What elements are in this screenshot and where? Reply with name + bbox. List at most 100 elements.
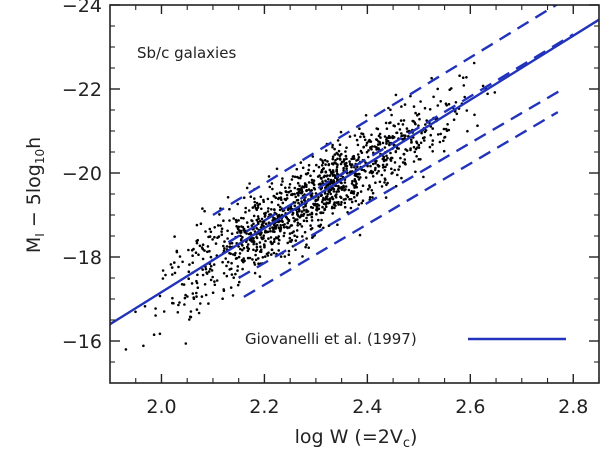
- data-point: [442, 127, 446, 131]
- data-point: [214, 242, 218, 245]
- data-point: [390, 167, 393, 171]
- data-point: [312, 183, 316, 187]
- data-point: [350, 200, 354, 204]
- data-point: [295, 235, 299, 239]
- data-point: [369, 146, 372, 149]
- data-point: [223, 240, 226, 243]
- data-point: [314, 192, 318, 195]
- data-point: [342, 186, 346, 189]
- data-point: [287, 219, 291, 223]
- data-point: [357, 203, 361, 206]
- data-point: [473, 113, 476, 117]
- data-point: [417, 124, 420, 127]
- data-point: [255, 208, 259, 212]
- data-point: [356, 143, 360, 147]
- data-point: [292, 216, 295, 220]
- data-point: [401, 123, 405, 126]
- data-point: [236, 265, 240, 268]
- data-point: [317, 224, 320, 228]
- data-point: [278, 208, 282, 212]
- data-point: [195, 291, 198, 295]
- data-point: [238, 252, 242, 255]
- data-point: [300, 186, 303, 190]
- data-point: [209, 230, 213, 234]
- data-point: [226, 237, 229, 240]
- data-point: [356, 175, 360, 179]
- data-point: [301, 166, 305, 170]
- data-point: [211, 238, 214, 241]
- data-point: [181, 260, 184, 264]
- data-point: [253, 200, 256, 204]
- data-point: [298, 216, 302, 219]
- data-point: [319, 211, 322, 214]
- data-point: [268, 185, 272, 189]
- data-point: [220, 227, 224, 230]
- data-point: [360, 201, 364, 205]
- data-point: [248, 182, 251, 185]
- data-point: [287, 208, 290, 211]
- data-point: [252, 242, 255, 246]
- data-point: [329, 188, 333, 191]
- data-point: [320, 200, 324, 204]
- data-point: [269, 229, 272, 233]
- data-point: [259, 233, 262, 237]
- data-point: [315, 163, 318, 167]
- data-point: [209, 264, 213, 268]
- data-point: [303, 230, 307, 234]
- data-point: [410, 138, 413, 142]
- data-point: [200, 295, 204, 298]
- data-point: [246, 225, 250, 229]
- data-point: [336, 157, 339, 161]
- data-point: [247, 232, 251, 236]
- data-point: [241, 244, 244, 247]
- data-point: [375, 172, 379, 175]
- data-point: [252, 248, 255, 252]
- data-point: [308, 213, 312, 216]
- data-point: [288, 240, 292, 243]
- data-point: [400, 132, 403, 135]
- data-point: [419, 100, 422, 103]
- data-point: [356, 191, 360, 195]
- data-point: [432, 95, 435, 99]
- data-point: [378, 132, 382, 136]
- data-point: [242, 246, 246, 250]
- data-point: [359, 135, 362, 139]
- data-point: [316, 175, 320, 178]
- data-point: [385, 154, 388, 158]
- data-point: [355, 193, 359, 197]
- data-point: [364, 161, 367, 164]
- data-point: [221, 260, 224, 264]
- data-point: [351, 179, 354, 183]
- data-point: [191, 254, 194, 257]
- data-point: [256, 206, 260, 209]
- data-point: [154, 307, 157, 310]
- data-point: [273, 208, 276, 212]
- data-point: [188, 263, 191, 266]
- data-point: [403, 103, 407, 106]
- data-point: [378, 142, 382, 146]
- data-point: [235, 220, 238, 224]
- data-point: [348, 135, 352, 138]
- data-point: [278, 205, 282, 209]
- x-axis-title: log W (=2Vc): [295, 426, 418, 451]
- data-point: [336, 178, 339, 181]
- data-point: [288, 186, 291, 189]
- data-point: [248, 256, 252, 260]
- data-point: [225, 245, 229, 248]
- data-point: [343, 201, 347, 205]
- data-point: [387, 134, 391, 138]
- data-point: [298, 184, 301, 188]
- data-point: [343, 205, 347, 209]
- data-point: [305, 183, 308, 187]
- data-point: [293, 234, 296, 237]
- data-point: [192, 297, 196, 301]
- data-point: [328, 174, 332, 177]
- data-point: [339, 195, 342, 199]
- data-point: [279, 196, 283, 199]
- data-point: [361, 199, 365, 202]
- data-point: [428, 145, 432, 149]
- data-point: [195, 281, 199, 285]
- data-point: [371, 196, 374, 199]
- data-point: [257, 217, 260, 220]
